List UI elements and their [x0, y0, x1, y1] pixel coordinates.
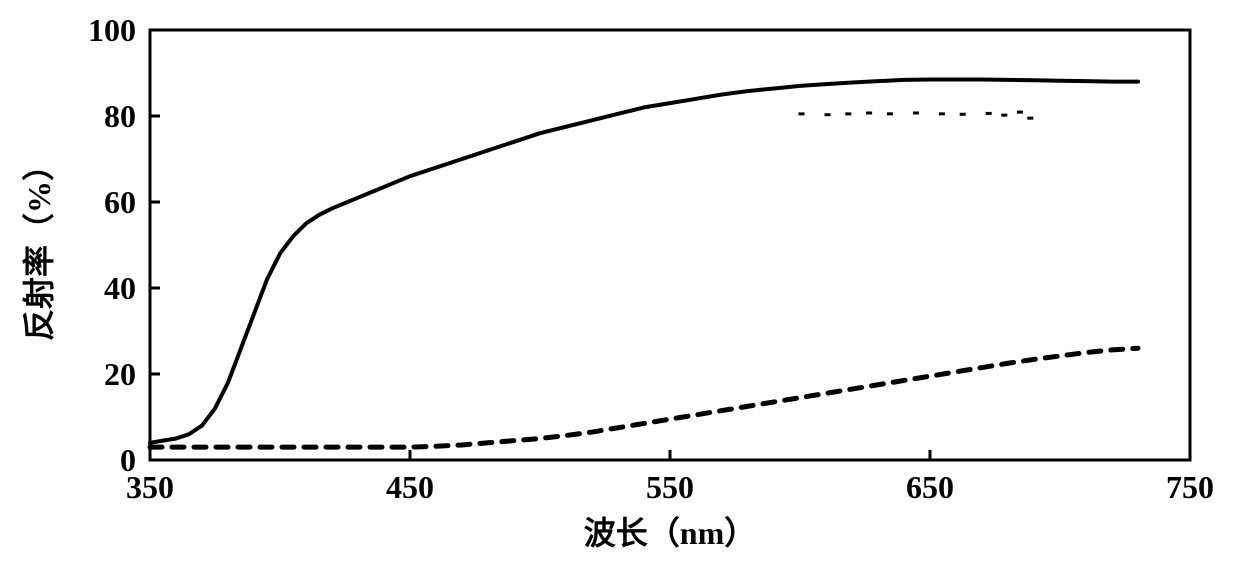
svg-text:20: 20	[104, 356, 136, 392]
svg-text:650: 650	[906, 469, 954, 505]
svg-text:550: 550	[646, 469, 694, 505]
svg-text:0: 0	[120, 442, 136, 478]
svg-text:80: 80	[104, 98, 136, 134]
svg-text:60: 60	[104, 184, 136, 220]
svg-text:750: 750	[1166, 469, 1214, 505]
svg-text:40: 40	[104, 270, 136, 306]
svg-text:反射率（%）: 反射率（%）	[21, 149, 57, 341]
svg-text:波长（nm）: 波长（nm）	[584, 515, 756, 551]
svg-text:450: 450	[386, 469, 434, 505]
svg-text:100: 100	[88, 12, 136, 48]
chart-svg: 350450550650750020406080100波长（nm）反射率（%）	[0, 0, 1239, 587]
reflectance-chart: 350450550650750020406080100波长（nm）反射率（%）	[0, 0, 1239, 587]
